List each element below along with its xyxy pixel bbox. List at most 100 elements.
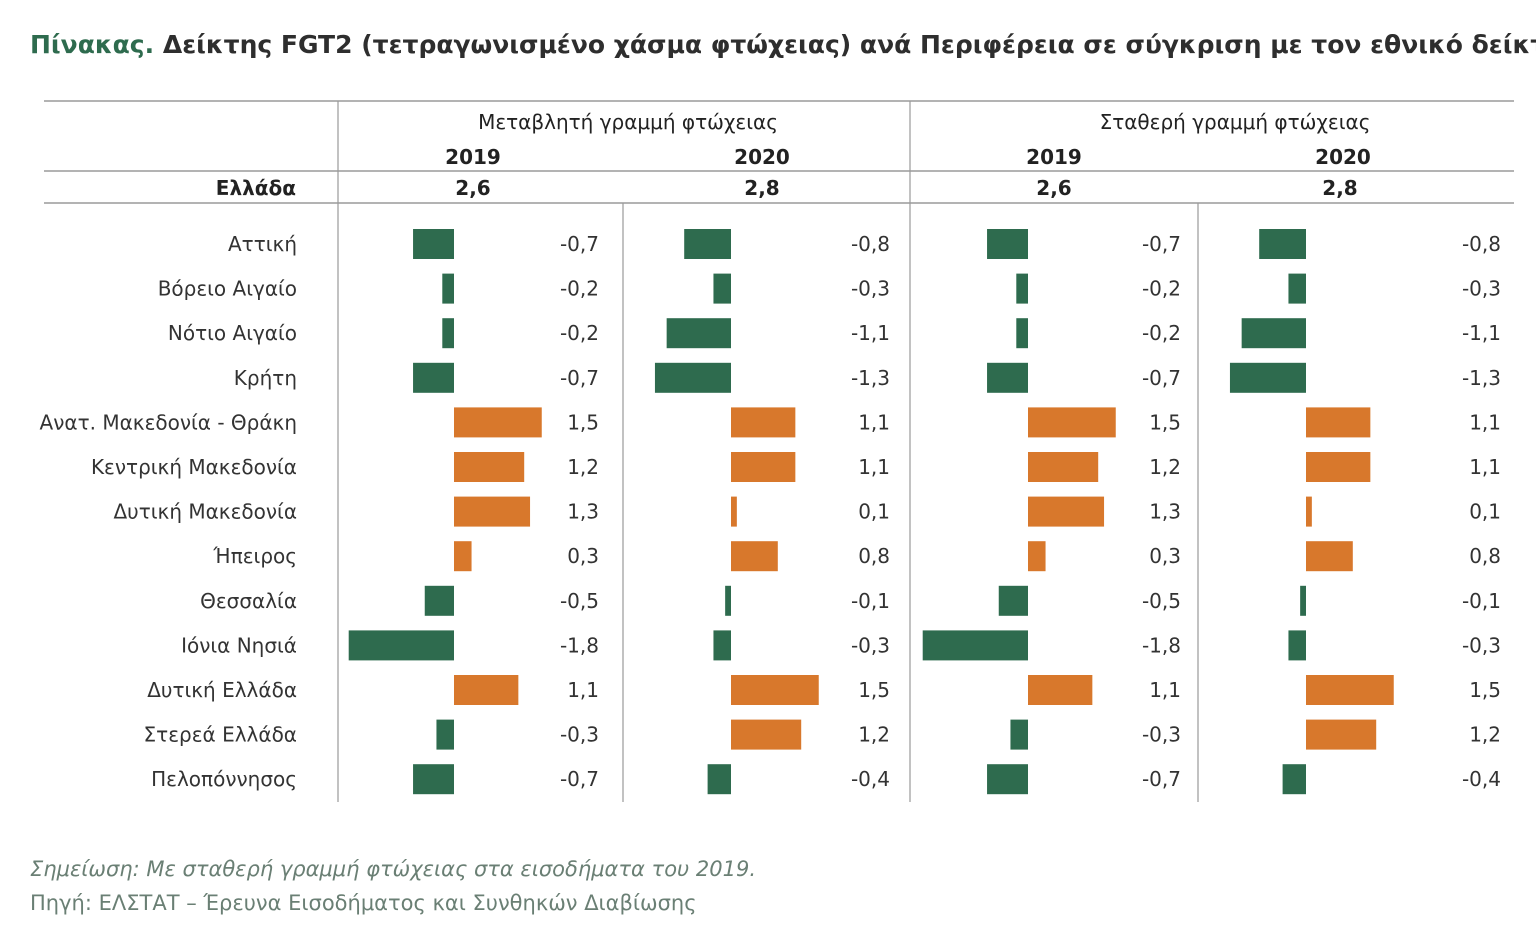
bar xyxy=(454,541,472,572)
bar-value-label: -0,3 xyxy=(560,723,599,747)
bar xyxy=(413,229,454,259)
bar-value-label: -1,8 xyxy=(1142,633,1181,657)
bar-value-label: -0,7 xyxy=(1142,232,1181,256)
bar xyxy=(666,318,731,349)
bar-value-label: -0,3 xyxy=(1142,723,1181,747)
bar-value-label: -0,2 xyxy=(560,277,599,301)
national-value-fixed-2020: 2,8 xyxy=(1322,176,1357,200)
region-label: Ήπειρος xyxy=(212,544,297,568)
source-text: ΕΛΣΤΑΤ – Έρευνα Εισοδήματος και Συνθηκών… xyxy=(98,891,697,915)
bar xyxy=(684,229,731,259)
bar-value-label: -1,3 xyxy=(851,366,890,390)
region-label: Βόρειο Αιγαίο xyxy=(158,277,297,301)
source-label: Πηγή: xyxy=(30,891,92,915)
bar xyxy=(1300,585,1306,616)
bar xyxy=(731,452,796,482)
year-label-fixed-2020: 2020 xyxy=(1315,145,1371,169)
bar xyxy=(725,585,731,616)
region-label: Κρήτη xyxy=(234,366,297,390)
bar-value-label: -0,2 xyxy=(1142,321,1181,345)
bar-value-label: 1,1 xyxy=(1469,455,1501,479)
title-lead: Πίνακας. xyxy=(30,30,155,59)
bar xyxy=(1288,630,1306,661)
region-label: Νότιο Αιγαίο xyxy=(168,321,297,345)
bar xyxy=(1306,541,1353,572)
bar xyxy=(998,585,1028,616)
bar-value-label: -0,8 xyxy=(851,232,890,256)
bar xyxy=(454,452,525,482)
group-label-fixed: Σταθερή γραμμή φτώχειας xyxy=(1100,110,1371,134)
bar-value-label: -0,7 xyxy=(1142,366,1181,390)
bar xyxy=(707,764,731,795)
bar xyxy=(1016,318,1028,349)
region-label: Δυτική Μακεδονία xyxy=(113,500,297,524)
bar-value-label: -1,1 xyxy=(851,321,890,345)
bar xyxy=(454,675,519,705)
bar-value-label: -0,5 xyxy=(560,589,599,613)
bar xyxy=(922,630,1028,661)
bar-value-label: 1,3 xyxy=(567,500,599,524)
bar-value-label: -0,3 xyxy=(1462,277,1501,301)
bar xyxy=(1288,273,1306,304)
bar-value-label: 1,2 xyxy=(858,723,890,747)
bar-value-label: 0,1 xyxy=(1469,500,1501,524)
region-label: Κεντρική Μακεδονία xyxy=(91,455,297,479)
national-value-fixed-2019: 2,6 xyxy=(1036,176,1071,200)
bar xyxy=(348,630,454,661)
bar xyxy=(1241,318,1306,349)
bar xyxy=(424,585,454,616)
bar xyxy=(1306,719,1377,750)
bar xyxy=(731,719,802,750)
bar xyxy=(654,362,731,393)
bar-value-label: -1,3 xyxy=(1462,366,1501,390)
bar-value-label: -0,2 xyxy=(1142,277,1181,301)
bar-value-label: 1,5 xyxy=(567,410,599,434)
bar xyxy=(1028,541,1046,572)
bar-value-label: -1,1 xyxy=(1462,321,1501,345)
region-label: Πελοπόννησος xyxy=(151,767,297,791)
bar xyxy=(1028,496,1105,527)
bar-value-label: -0,3 xyxy=(851,277,890,301)
bar xyxy=(413,764,454,795)
bar xyxy=(1010,719,1028,750)
footer: Σημείωση: Με σταθερή γραμμή φτώχειας στα… xyxy=(30,852,756,920)
bar-value-label: 1,3 xyxy=(1149,500,1181,524)
bar xyxy=(713,273,731,304)
bar-value-label: -0,7 xyxy=(560,767,599,791)
year-label-variable-2020: 2020 xyxy=(734,145,790,169)
bar xyxy=(713,630,731,661)
bar xyxy=(442,318,454,349)
bar-value-label: 1,1 xyxy=(567,678,599,702)
bar-value-label: -0,4 xyxy=(851,767,890,791)
national-value-variable-2019: 2,6 xyxy=(455,176,490,200)
bar-value-label: -0,1 xyxy=(851,589,890,613)
bar-value-label: 1,1 xyxy=(1469,410,1501,434)
chart-rows: Αττική -0,7 -0,8 -0,7 -0,8 Βόρειο Αιγαίο -0,2 -… xyxy=(40,229,1501,795)
region-label: Αττική xyxy=(228,232,297,256)
bar-value-label: -0,5 xyxy=(1142,589,1181,613)
bar xyxy=(1306,496,1312,527)
bar xyxy=(1306,452,1371,482)
footer-note: Σημείωση: Με σταθερή γραμμή φτώχειας στα… xyxy=(30,852,756,886)
bar-value-label: -0,7 xyxy=(1142,767,1181,791)
bar xyxy=(1028,675,1093,705)
bar xyxy=(1028,407,1116,438)
bar xyxy=(1259,229,1306,259)
group-label-variable: Μεταβλητή γραμμή φτώχειας xyxy=(478,110,778,134)
bar-value-label: -1,8 xyxy=(560,633,599,657)
bar xyxy=(731,675,819,705)
note-text: Με σταθερή γραμμή φτώχειας στα εισοδήματ… xyxy=(146,857,756,881)
bar-value-label: 1,1 xyxy=(858,410,890,434)
bar-value-label: 0,8 xyxy=(1469,544,1501,568)
national-value-variable-2020: 2,8 xyxy=(744,176,779,200)
bar-value-label: 0,1 xyxy=(858,500,890,524)
bar xyxy=(454,496,531,527)
footer-source: Πηγή: ΕΛΣΤΑΤ – Έρευνα Εισοδήματος και Συ… xyxy=(30,886,756,920)
bar-value-label: 1,2 xyxy=(567,455,599,479)
bar xyxy=(987,362,1028,393)
region-label: Δυτική Ελλάδα xyxy=(147,678,297,702)
bar xyxy=(436,719,454,750)
bar-value-label: 0,3 xyxy=(567,544,599,568)
bar xyxy=(987,764,1028,795)
bar xyxy=(1016,273,1028,304)
